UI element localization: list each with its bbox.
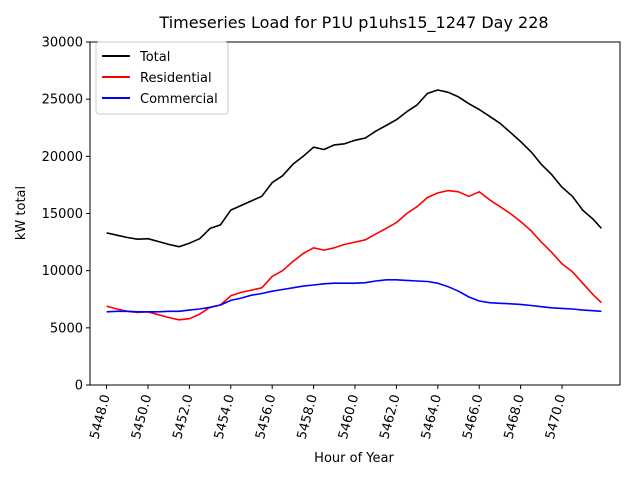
y-axis: 0 5000 10000 15000 20000 25000 30000 xyxy=(42,36,90,394)
y-axis-label: kW total xyxy=(14,186,29,240)
x-axis-label: Hour of Year xyxy=(314,451,394,466)
y-tick-label: 5000 xyxy=(50,321,83,336)
legend-label-residential: Residential xyxy=(140,71,212,86)
y-tick-label: 20000 xyxy=(42,150,83,165)
y-tick-label: 0 xyxy=(75,379,83,394)
series-line-total xyxy=(106,89,602,248)
series-line-commercial xyxy=(106,278,602,313)
y-tick-label: 15000 xyxy=(42,207,83,222)
legend-box xyxy=(95,41,229,115)
y-tick-label: 25000 xyxy=(42,93,83,108)
series-line-residential xyxy=(106,189,602,321)
y-tick-label: 10000 xyxy=(42,264,83,279)
legend-label-commercial: Commercial xyxy=(140,92,218,107)
legend: Total Residential Commercial xyxy=(95,41,229,115)
chart-title: Timeseries Load for P1U p1uhs15_1247 Day… xyxy=(158,13,548,33)
series-layer xyxy=(106,89,602,321)
y-tick-label: 30000 xyxy=(42,36,83,51)
legend-label-total: Total xyxy=(139,50,170,65)
